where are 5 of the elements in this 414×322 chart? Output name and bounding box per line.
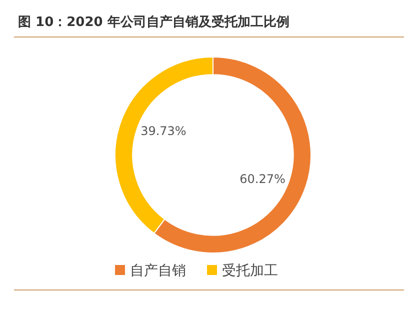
data-label: 39.73%: [140, 124, 186, 138]
chart-title: 图 10：2020 年公司自产自销及受托加工比例: [18, 14, 290, 30]
data-label: 60.27%: [240, 172, 286, 186]
legend-label: 自产自销: [130, 263, 186, 279]
legend-label: 受托加工: [222, 263, 278, 279]
